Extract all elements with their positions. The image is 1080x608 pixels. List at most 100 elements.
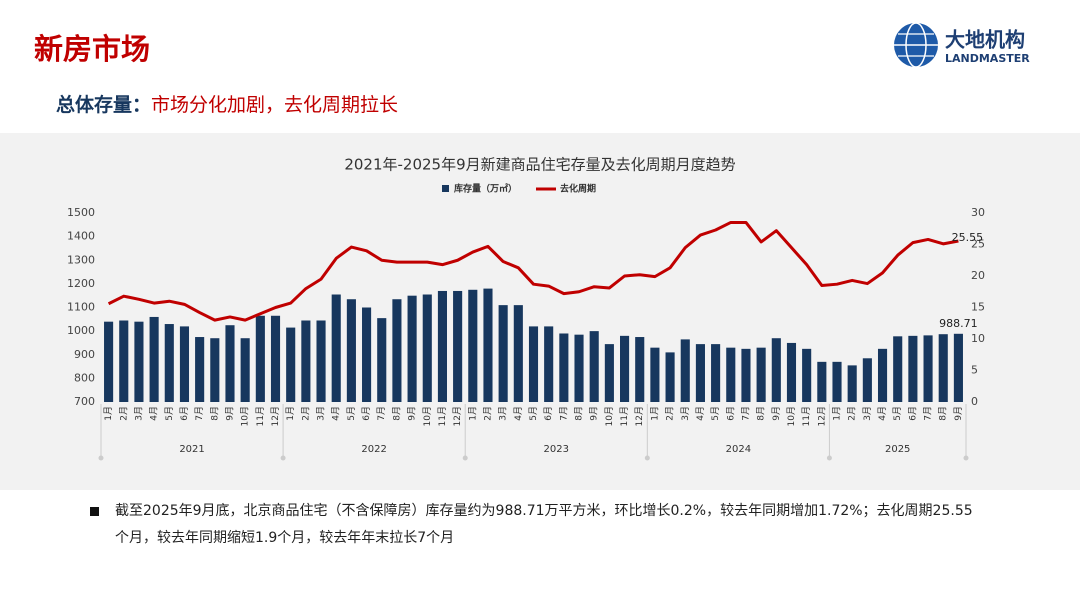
- bar: [301, 320, 311, 402]
- x-tick-label: 3月: [680, 406, 691, 421]
- x-group-label: 2024: [726, 444, 751, 455]
- chart-panel: [0, 133, 1080, 490]
- line-value-label: 25.55: [952, 231, 984, 244]
- bar: [453, 290, 463, 402]
- x-tick-label: 2月: [482, 406, 493, 421]
- group-divider-dot: [280, 455, 286, 461]
- group-divider-dot: [462, 455, 468, 461]
- x-tick-label: 7月: [194, 406, 205, 421]
- x-tick-label: 1月: [467, 406, 478, 421]
- bar: [164, 324, 174, 402]
- x-tick-label: 2月: [665, 406, 676, 421]
- bar: [802, 348, 812, 402]
- bar: [559, 333, 569, 402]
- x-tick-label: 9月: [407, 406, 418, 421]
- x-tick-label: 6月: [725, 406, 736, 421]
- x-tick-label: 4月: [149, 406, 160, 421]
- x-tick-label: 12月: [452, 406, 463, 426]
- bar: [468, 289, 478, 402]
- bar: [270, 315, 281, 402]
- x-tick-label: 3月: [133, 406, 144, 421]
- y-tick-label: 700: [74, 395, 95, 408]
- group-divider-dot: [826, 455, 832, 461]
- bar: [407, 295, 417, 402]
- y2-tick-label: 15: [971, 301, 985, 314]
- subtitle-text: 市场分化加剧，去化周期拉长: [151, 94, 399, 116]
- legend-label: 去化周期: [560, 183, 596, 195]
- x-tick-label: 1月: [103, 406, 114, 421]
- x-tick-label: 6月: [543, 406, 554, 421]
- bar: [179, 326, 190, 402]
- group-divider-dot: [644, 455, 650, 461]
- bar: [726, 347, 736, 402]
- x-tick-label: 9月: [953, 406, 964, 421]
- bar: [483, 288, 493, 402]
- legend-swatch: [442, 185, 449, 192]
- bar: [680, 339, 690, 402]
- x-tick-label: 8月: [209, 406, 220, 421]
- x-tick-label: 6月: [179, 406, 190, 421]
- bar: [771, 338, 781, 402]
- y-tick-label: 900: [74, 348, 95, 361]
- bar: [711, 344, 721, 402]
- bar: [240, 338, 250, 402]
- bar: [331, 294, 341, 402]
- y2-tick-label: 0: [971, 395, 978, 408]
- subtitle-label: 总体存量：: [56, 94, 152, 116]
- x-group-label: 2021: [179, 444, 204, 455]
- x-tick-label: 9月: [771, 406, 782, 421]
- x-tick-label: 9月: [224, 406, 235, 421]
- x-tick-label: 4月: [331, 406, 342, 421]
- y2-tick-label: 10: [971, 332, 985, 345]
- x-tick-label: 10月: [240, 406, 251, 426]
- x-group-label: 2022: [361, 444, 386, 455]
- x-tick-label: 9月: [589, 406, 600, 421]
- bar: [635, 337, 645, 402]
- bar: [847, 365, 857, 402]
- x-tick-label: 7月: [740, 406, 751, 421]
- bar: [104, 321, 114, 402]
- bar: [362, 307, 372, 402]
- x-tick-label: 2月: [847, 406, 858, 421]
- x-tick-label: 7月: [376, 406, 387, 421]
- bar: [195, 337, 205, 402]
- x-tick-label: 8月: [574, 406, 585, 421]
- bullet: [90, 507, 99, 516]
- y-tick-label: 1100: [67, 301, 95, 314]
- bar: [862, 358, 872, 402]
- slide-title: 新房市场: [34, 32, 151, 66]
- bar: [346, 299, 356, 402]
- x-tick-label: 3月: [316, 406, 327, 421]
- bar: [650, 347, 660, 402]
- group-divider-dot: [963, 455, 969, 461]
- bar: [119, 320, 129, 402]
- bar: [741, 348, 751, 402]
- bar: [528, 326, 539, 402]
- logo-en: LANDMASTER: [945, 52, 1030, 65]
- y-tick-label: 1400: [67, 230, 95, 243]
- x-tick-label: 1月: [285, 406, 296, 421]
- bar: [210, 338, 220, 402]
- bar: [756, 347, 766, 402]
- x-tick-label: 10月: [604, 406, 615, 426]
- x-tick-label: 8月: [756, 406, 767, 421]
- y-tick-label: 1200: [67, 277, 95, 290]
- y-tick-label: 1300: [67, 253, 95, 266]
- bar: [544, 326, 554, 402]
- x-tick-label: 5月: [164, 406, 175, 421]
- x-tick-label: 2月: [300, 406, 311, 421]
- bar: [620, 335, 630, 402]
- bar: [665, 352, 675, 402]
- x-tick-label: 8月: [938, 406, 949, 421]
- x-tick-label: 5月: [346, 406, 357, 421]
- bar: [286, 327, 296, 402]
- bar-value-label: 988.71: [939, 317, 978, 330]
- bar: [437, 290, 447, 402]
- bar: [786, 342, 797, 402]
- bar: [832, 361, 842, 402]
- x-tick-label: 4月: [513, 406, 524, 421]
- x-tick-label: 3月: [862, 406, 873, 421]
- bar: [877, 348, 888, 402]
- bar: [149, 316, 159, 402]
- x-tick-label: 7月: [923, 406, 934, 421]
